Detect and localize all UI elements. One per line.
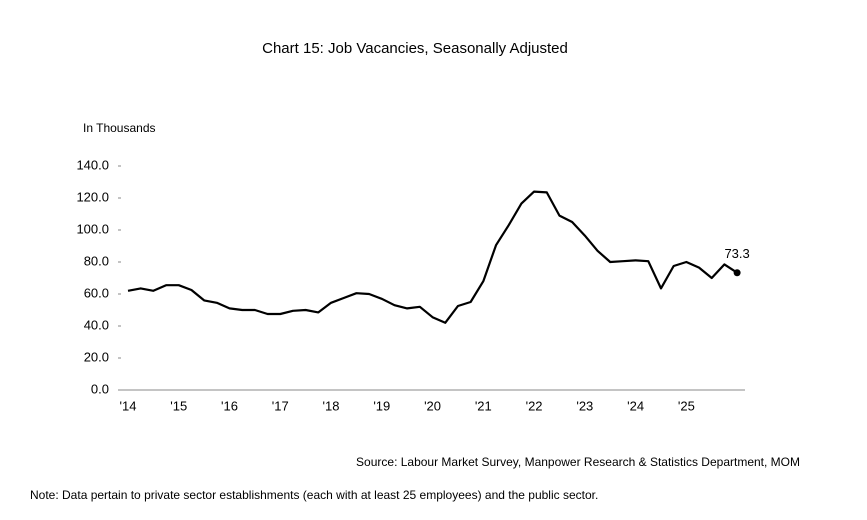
x-tick-label: '23 [576, 398, 593, 413]
x-tick-label: '18 [323, 398, 340, 413]
x-tick-label: '19 [373, 398, 390, 413]
x-tick-label: '17 [272, 398, 289, 413]
x-tick-label: '24 [627, 398, 644, 413]
data-label: 73.3 [724, 246, 749, 261]
x-tick-label: '22 [526, 398, 543, 413]
y-tick-label: 80.0 [84, 253, 109, 268]
last-point [733, 269, 741, 277]
y-tick-label: 100.0 [76, 221, 109, 236]
y-tick-label: 40.0 [84, 317, 109, 332]
source: Source: Labour Market Survey, Manpower R… [356, 455, 800, 469]
line [127, 190, 738, 324]
x-tick-label: '21 [475, 398, 492, 413]
x-tick-label: '25 [678, 398, 695, 413]
x-tick-label: '20 [424, 398, 441, 413]
y-tick-label: 140.0 [76, 157, 109, 172]
y-tick-label: 120.0 [76, 189, 109, 204]
note: Note: Data pertain to private sector est… [30, 488, 598, 502]
x-tick-label: '14 [120, 398, 137, 413]
y-tick-label: 0.0 [91, 381, 109, 396]
y-tick-label: 60.0 [84, 285, 109, 300]
y-tick-label: 20.0 [84, 349, 109, 364]
chart-title: Chart 15: Job Vacancies, Seasonally Adju… [262, 40, 568, 57]
x-tick-label: '16 [221, 398, 238, 413]
x-tick-label: '15 [170, 398, 187, 413]
y-axis-label: In Thousands [83, 121, 156, 135]
